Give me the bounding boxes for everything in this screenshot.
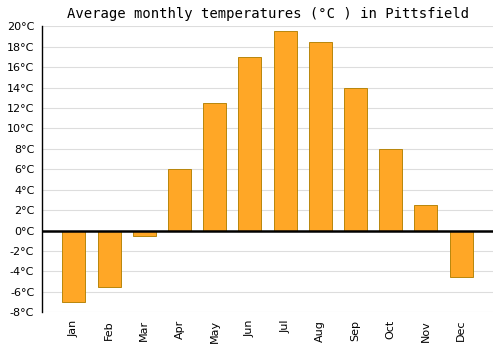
Bar [133,231,156,236]
Bar [344,88,367,231]
Bar [62,231,86,302]
Bar [168,169,191,231]
Bar [414,205,438,231]
Bar [450,231,472,276]
Title: Average monthly temperatures (°C ) in Pittsfield: Average monthly temperatures (°C ) in Pi… [66,7,468,21]
Bar [380,149,402,231]
Bar [204,103,226,231]
Bar [238,57,262,231]
Bar [98,231,120,287]
Bar [274,32,296,231]
Bar [309,42,332,231]
